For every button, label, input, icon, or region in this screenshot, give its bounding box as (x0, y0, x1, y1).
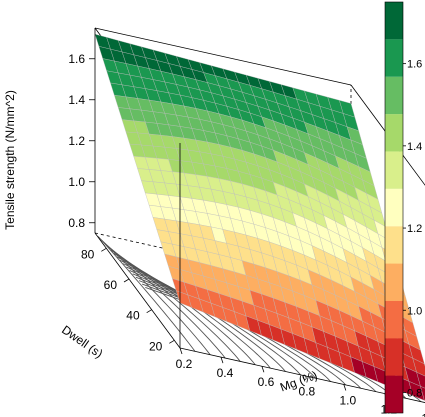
contour-line (97, 236, 196, 352)
surface-facet (420, 385, 425, 401)
mg-tick-label: 1.0 (339, 393, 356, 407)
colorbar-tick-label: 1.0 (407, 305, 422, 317)
surface-mesh (94, 33, 425, 401)
colorbar-swatch (385, 188, 403, 227)
colorbar-frame (384, 1, 404, 414)
colorbar-swatch (385, 375, 403, 413)
z-tick-label: 0.8 (68, 216, 85, 230)
colorbar-swatch (385, 1, 403, 40)
dwell-tick-label: 60 (104, 278, 118, 292)
dwell-axis-label: Dwell (s) (59, 323, 105, 361)
box-edge-left-floor (94, 232, 181, 349)
colorbar-tick-label: 1.4 (407, 141, 422, 153)
dwell-tick-label: 40 (126, 309, 140, 323)
colorbar-swatch (385, 76, 403, 115)
mg-tick-label: 1.4 (421, 412, 425, 417)
dwell-tick-label: 80 (81, 247, 95, 261)
colorbar-swatch (385, 151, 403, 189)
colorbar-tick-label: 1.6 (407, 59, 422, 71)
z-tick-label: 1.2 (68, 134, 85, 148)
mg-tick-label: 0.8 (299, 384, 316, 398)
dwell-tick (123, 278, 130, 283)
z-tick-label: 1.4 (68, 93, 85, 107)
z-tick-label: 1.0 (68, 175, 85, 189)
dwell-tick (101, 247, 107, 252)
dwell-tick-label: 20 (149, 339, 163, 353)
mg-tick-label: 0.4 (217, 366, 234, 380)
mg-tick (343, 384, 347, 391)
mg-tick-label: 0.6 (258, 375, 275, 389)
mg-tick-label: 0.2 (176, 357, 193, 371)
colorbar-swatch (385, 114, 403, 152)
mg-tick (261, 366, 265, 373)
surface-facet (412, 357, 425, 377)
mg-tick (220, 356, 224, 364)
colorbar-tick-label: 0.8 (407, 387, 422, 399)
colorbar-swatch (385, 226, 403, 264)
dwell-tick (169, 339, 175, 344)
mg-tick (302, 375, 306, 382)
surface-facet (416, 371, 425, 389)
colorbar-swatch (385, 338, 403, 376)
z-axis-label: Tensile strength (N/mm^2) (3, 90, 17, 230)
z-tick-label: 1.6 (68, 52, 85, 66)
colorbar: 0.8 1.0 1.2 1.4 1.6 (384, 1, 422, 414)
dwell-tick (146, 309, 152, 314)
mg-tick (179, 347, 183, 355)
colorbar-tick-label: 1.2 (407, 223, 422, 235)
colorbar-swatch (385, 300, 403, 339)
colorbar-swatch (385, 263, 403, 301)
box-edge-back-top (94, 27, 352, 86)
colorbar-swatch (385, 39, 403, 77)
